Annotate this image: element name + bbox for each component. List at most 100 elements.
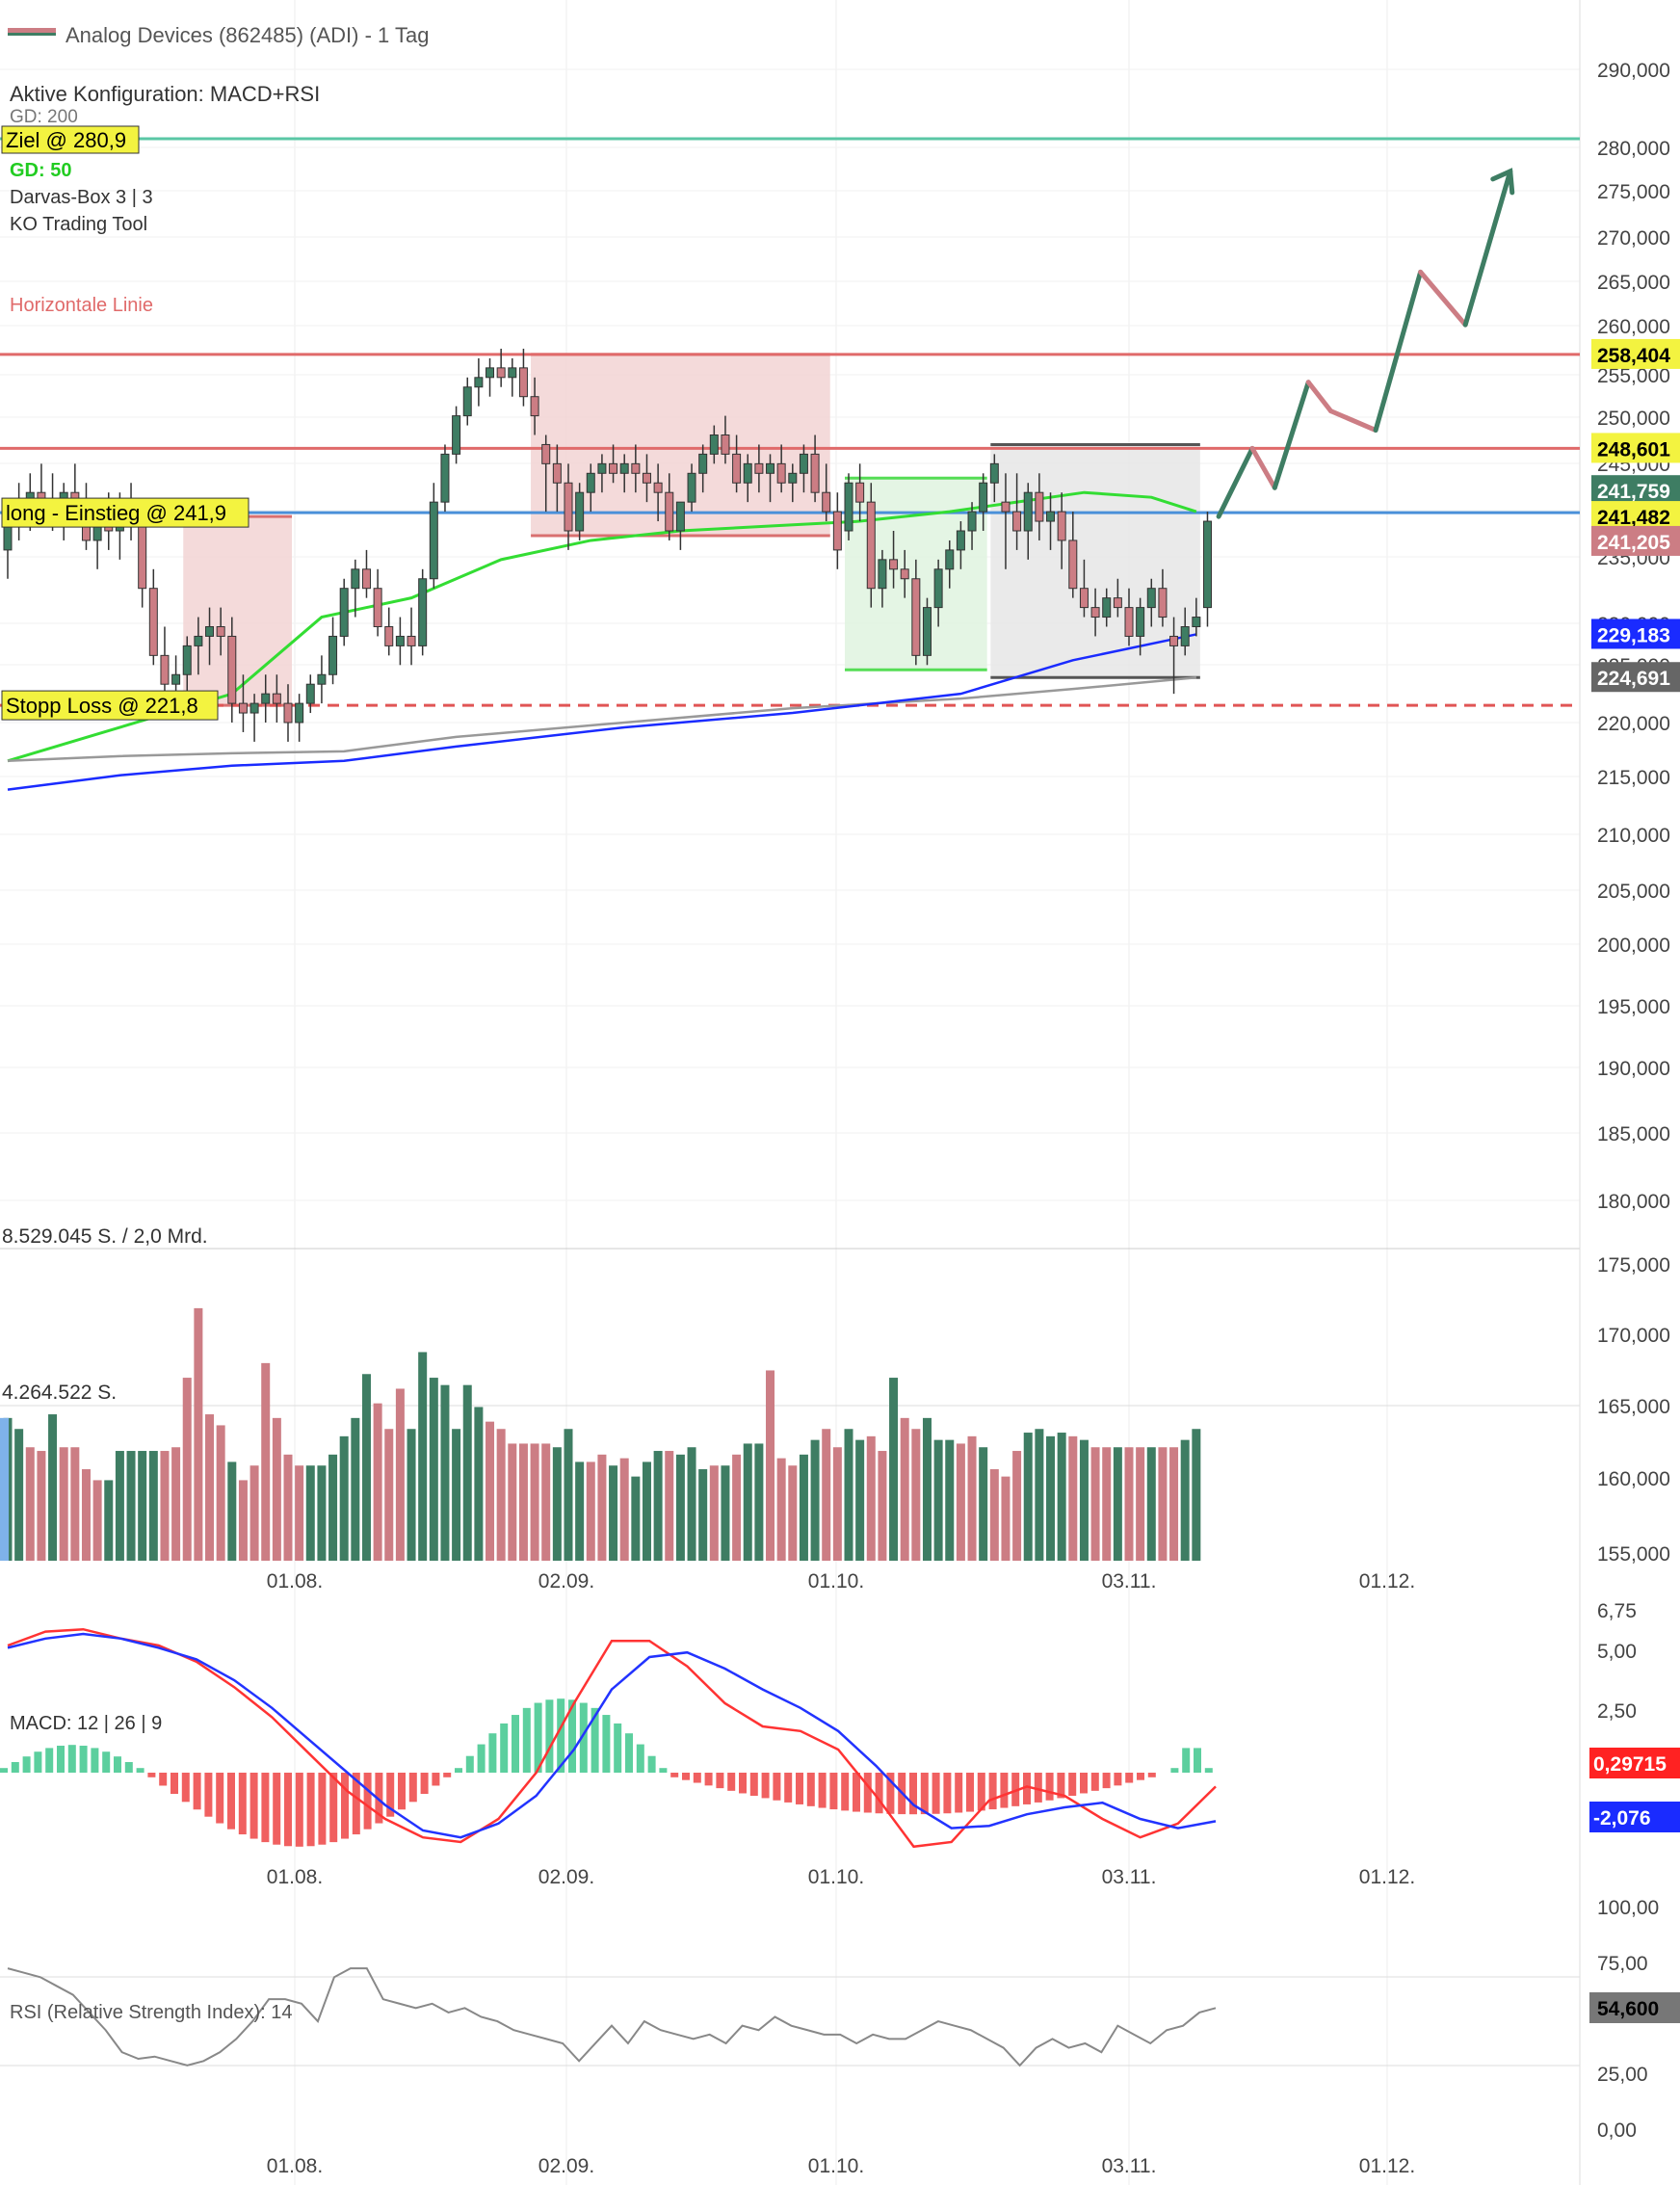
macd-histogram-bar bbox=[886, 1773, 895, 1814]
ziel-tag[interactable] bbox=[1, 125, 140, 154]
candle-body bbox=[429, 501, 438, 580]
candle-body bbox=[564, 482, 573, 532]
candle-body bbox=[351, 568, 360, 590]
price-tick: 215,000 bbox=[1597, 767, 1670, 789]
candle-body bbox=[395, 635, 405, 646]
macd-histogram-bar bbox=[659, 1768, 668, 1773]
macd-histogram-bar bbox=[1102, 1773, 1111, 1789]
volume-bar bbox=[48, 1414, 58, 1561]
candle-body bbox=[900, 568, 909, 580]
candle-body bbox=[518, 367, 528, 398]
macd-histogram-bar bbox=[829, 1773, 838, 1810]
macd-histogram-bar bbox=[1057, 1773, 1065, 1799]
macd-histogram-bar bbox=[806, 1773, 815, 1806]
volume-bar bbox=[440, 1384, 450, 1561]
price-tick: 250,000 bbox=[1597, 408, 1670, 430]
candle-body bbox=[675, 501, 685, 532]
macd-histogram-bar bbox=[818, 1773, 827, 1808]
volume-bar bbox=[1035, 1429, 1044, 1561]
candle-body bbox=[788, 472, 798, 484]
macd-histogram-bar bbox=[545, 1699, 554, 1773]
stop-loss-tag[interactable]: Stopp Loss @ 221,8 bbox=[1, 690, 219, 721]
macd-histogram-bar bbox=[147, 1773, 156, 1777]
candle-body bbox=[508, 367, 517, 379]
candle-body bbox=[933, 568, 943, 609]
macd-histogram-bar bbox=[602, 1715, 611, 1773]
macd-histogram-bar bbox=[670, 1773, 679, 1777]
volume-bar bbox=[272, 1417, 281, 1561]
volume-bar bbox=[104, 1480, 114, 1561]
legend-swatch bbox=[8, 28, 56, 33]
candle-body bbox=[452, 415, 461, 455]
date-tick: 03.11. bbox=[1102, 1866, 1157, 1888]
long-entry-box[interactable] bbox=[1, 497, 249, 528]
volume-bar bbox=[530, 1443, 539, 1561]
candle-body bbox=[194, 635, 203, 646]
volume-bar bbox=[1102, 1447, 1112, 1561]
macd-histogram-bar bbox=[329, 1773, 338, 1843]
volume-bar bbox=[508, 1443, 517, 1561]
macd-histogram-bar bbox=[1000, 1773, 1009, 1808]
long-entry-tag[interactable]: long - Einstieg @ 241,9 bbox=[1, 497, 249, 528]
candle-body bbox=[822, 491, 831, 513]
price-tick: 220,000 bbox=[1597, 713, 1670, 735]
volume-bar bbox=[776, 1458, 786, 1561]
volume-tick: 155,000 bbox=[1597, 1543, 1670, 1566]
rsi-tick: 0,00 bbox=[1597, 2119, 1637, 2142]
volume-bar bbox=[171, 1447, 181, 1561]
candle-body bbox=[1001, 501, 1011, 513]
volume-bar bbox=[295, 1465, 304, 1561]
price-label-text: 248,601 bbox=[1597, 438, 1670, 461]
macd-histogram-bar bbox=[1147, 1773, 1156, 1777]
macd-histogram-bar bbox=[273, 1773, 281, 1845]
price-tick: 255,000 bbox=[1597, 365, 1670, 387]
macd-histogram-bar bbox=[238, 1773, 247, 1835]
price-tick: 270,000 bbox=[1597, 227, 1670, 250]
volume-bar bbox=[564, 1429, 573, 1561]
macd-histogram-bar bbox=[249, 1773, 258, 1839]
volume-bar bbox=[194, 1307, 203, 1561]
candle-body bbox=[575, 491, 585, 532]
macd-histogram-bar bbox=[124, 1761, 133, 1773]
candle-body bbox=[945, 549, 955, 570]
projection-segment bbox=[1305, 380, 1334, 414]
candle-body bbox=[1158, 588, 1168, 619]
macd-histogram-bar bbox=[114, 1756, 121, 1773]
volume-bar bbox=[384, 1429, 394, 1561]
volume-bar bbox=[631, 1476, 641, 1561]
projection-segment bbox=[1373, 269, 1424, 434]
macd-histogram-bar bbox=[739, 1773, 747, 1794]
volume-bar bbox=[541, 1443, 551, 1561]
candle-body bbox=[776, 462, 786, 484]
date-tick: 03.11. bbox=[1102, 1570, 1157, 1593]
macd-histogram-bar bbox=[1182, 1748, 1191, 1773]
macd-histogram-bar bbox=[1011, 1773, 1020, 1806]
volume-bar bbox=[642, 1461, 651, 1561]
date-tick: 02.09. bbox=[538, 1570, 594, 1593]
candle-body bbox=[911, 578, 921, 656]
projection-segment bbox=[1328, 408, 1378, 434]
candle-body bbox=[249, 702, 259, 714]
volume-bar bbox=[721, 1465, 730, 1561]
candles bbox=[3, 348, 1212, 742]
volume-bar bbox=[1046, 1435, 1056, 1561]
rsi-line bbox=[7, 1967, 1217, 2067]
macd-histogram-bar bbox=[977, 1773, 985, 1811]
candle-body bbox=[205, 626, 215, 637]
volume-bar bbox=[1124, 1447, 1134, 1561]
candle-body bbox=[305, 683, 315, 704]
volume-bar bbox=[261, 1362, 271, 1561]
macd-histogram-bar bbox=[295, 1773, 303, 1847]
stop-loss-box[interactable] bbox=[1, 690, 219, 721]
darvas-box bbox=[183, 516, 292, 706]
ma-line bbox=[7, 490, 1197, 763]
macd-panel: MACD: 12 | 26 | 9 bbox=[0, 1627, 1217, 1849]
price-tick: 260,000 bbox=[1597, 316, 1670, 338]
date-tick: 01.08. bbox=[267, 1570, 323, 1593]
macd-histogram-bar bbox=[614, 1723, 622, 1773]
volume-bar bbox=[462, 1384, 472, 1561]
macd-histogram-bar bbox=[443, 1773, 452, 1777]
rsi-title: RSI (Relative Strength Index): 14 bbox=[10, 2002, 292, 2023]
volume-bar bbox=[597, 1454, 607, 1561]
